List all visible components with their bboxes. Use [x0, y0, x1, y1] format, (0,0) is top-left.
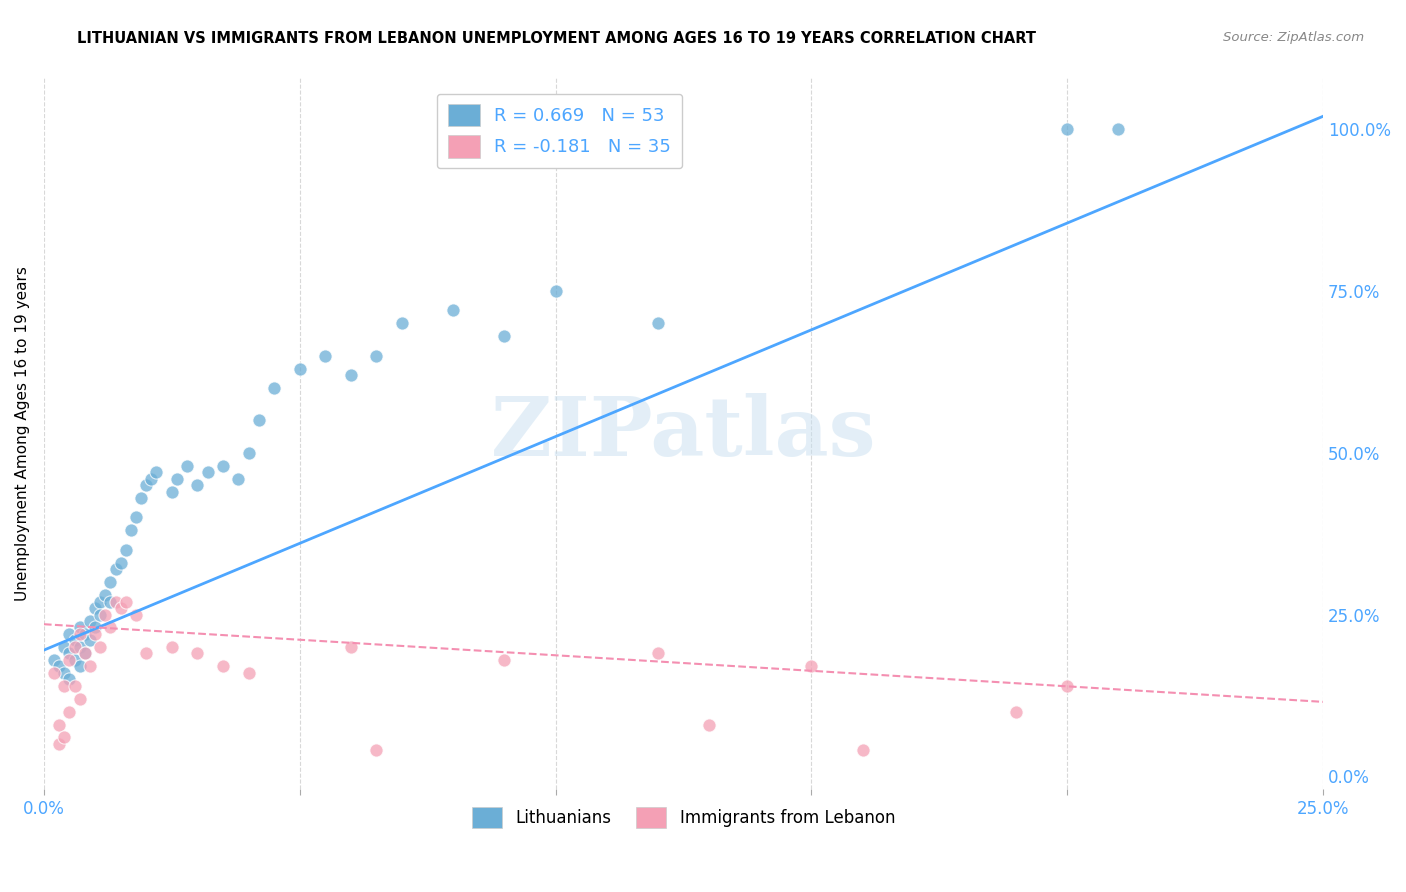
Point — [647, 646, 669, 660]
Point — [135, 478, 157, 492]
Point — [100, 575, 122, 590]
Text: ZIPatlas: ZIPatlas — [491, 393, 876, 474]
Point — [186, 478, 208, 492]
Point — [125, 510, 148, 524]
Point — [63, 633, 86, 648]
Point — [114, 542, 136, 557]
Point — [89, 594, 111, 608]
Point — [58, 672, 80, 686]
Point — [100, 594, 122, 608]
Point — [186, 646, 208, 660]
Point — [69, 627, 91, 641]
Point — [84, 620, 107, 634]
Point — [166, 472, 188, 486]
Point — [212, 458, 235, 473]
Point — [160, 484, 183, 499]
Point — [42, 665, 65, 680]
Point — [212, 659, 235, 673]
Point — [800, 659, 823, 673]
Point — [73, 627, 96, 641]
Point — [228, 472, 250, 486]
Point — [63, 640, 86, 654]
Point — [84, 627, 107, 641]
Point — [145, 465, 167, 479]
Point — [441, 303, 464, 318]
Point — [129, 491, 152, 505]
Point — [89, 640, 111, 654]
Point — [647, 316, 669, 330]
Text: LITHUANIAN VS IMMIGRANTS FROM LEBANON UNEMPLOYMENT AMONG AGES 16 TO 19 YEARS COR: LITHUANIAN VS IMMIGRANTS FROM LEBANON UN… — [77, 31, 1036, 46]
Point — [63, 653, 86, 667]
Point — [69, 640, 91, 654]
Point — [263, 381, 285, 395]
Point — [89, 607, 111, 622]
Point — [94, 607, 117, 622]
Point — [110, 601, 132, 615]
Point — [42, 653, 65, 667]
Point — [53, 679, 76, 693]
Point — [697, 717, 720, 731]
Point — [84, 601, 107, 615]
Point — [63, 679, 86, 693]
Point — [494, 329, 516, 343]
Point — [160, 640, 183, 654]
Point — [100, 620, 122, 634]
Point — [176, 458, 198, 473]
Point — [1056, 679, 1078, 693]
Point — [247, 413, 270, 427]
Point — [73, 646, 96, 660]
Point — [288, 361, 311, 376]
Point — [340, 640, 363, 654]
Point — [48, 737, 70, 751]
Text: Source: ZipAtlas.com: Source: ZipAtlas.com — [1223, 31, 1364, 45]
Point — [141, 472, 163, 486]
Point — [58, 627, 80, 641]
Point — [79, 614, 101, 628]
Legend: Lithuanians, Immigrants from Lebanon: Lithuanians, Immigrants from Lebanon — [465, 801, 901, 834]
Point — [197, 465, 219, 479]
Point — [391, 316, 413, 330]
Point — [110, 556, 132, 570]
Point — [104, 594, 127, 608]
Point — [494, 653, 516, 667]
Point — [852, 743, 875, 757]
Point — [79, 659, 101, 673]
Point — [238, 665, 260, 680]
Point — [238, 446, 260, 460]
Point — [53, 731, 76, 745]
Point — [48, 717, 70, 731]
Point — [58, 705, 80, 719]
Point — [340, 368, 363, 383]
Point — [73, 646, 96, 660]
Point — [58, 646, 80, 660]
Point — [104, 562, 127, 576]
Point — [544, 284, 567, 298]
Point — [58, 653, 80, 667]
Point — [69, 620, 91, 634]
Point — [79, 633, 101, 648]
Point — [114, 594, 136, 608]
Point — [48, 659, 70, 673]
Point — [53, 640, 76, 654]
Point — [125, 607, 148, 622]
Point — [366, 349, 388, 363]
Y-axis label: Unemployment Among Ages 16 to 19 years: Unemployment Among Ages 16 to 19 years — [15, 266, 30, 601]
Point — [314, 349, 336, 363]
Point — [366, 743, 388, 757]
Point — [53, 665, 76, 680]
Point — [1107, 122, 1129, 136]
Point — [69, 659, 91, 673]
Point — [1005, 705, 1028, 719]
Point — [94, 588, 117, 602]
Point — [120, 524, 142, 538]
Point — [135, 646, 157, 660]
Point — [1056, 122, 1078, 136]
Point — [69, 691, 91, 706]
